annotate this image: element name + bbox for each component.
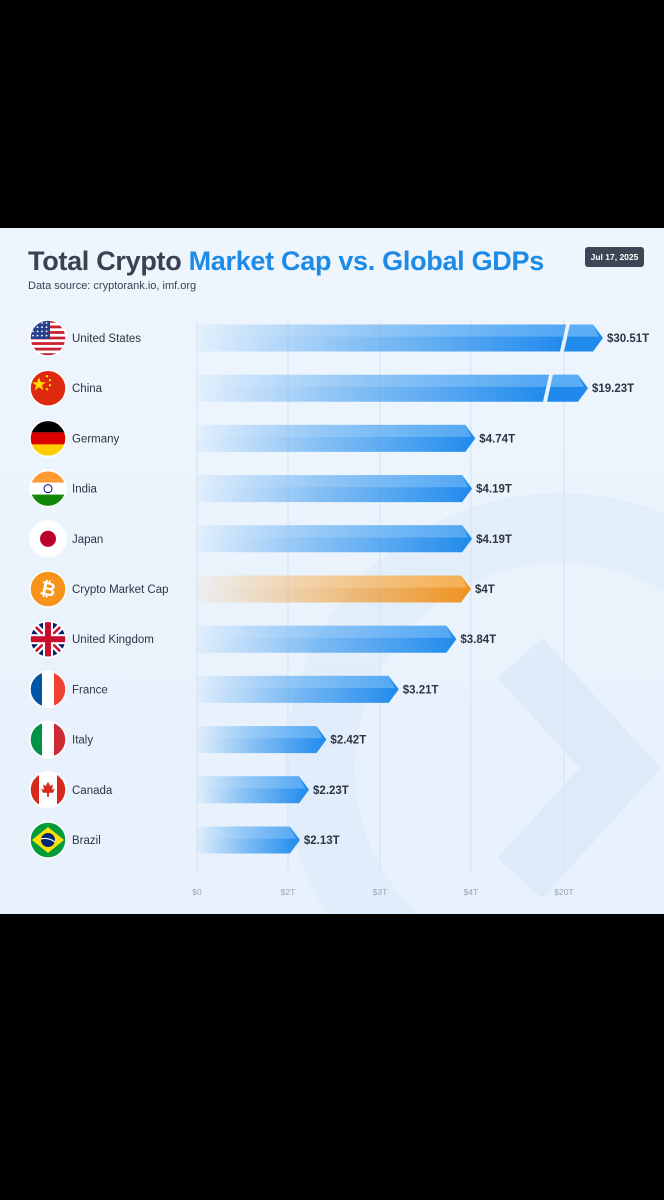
- bar-united-states: $30.51T United States: [72, 324, 649, 352]
- bar-france: $3.21T France: [72, 675, 439, 703]
- value-label: $4.74T: [479, 433, 515, 445]
- data-source: Data source: cryptorank.io, imf.org: [28, 280, 197, 292]
- value-label: $2.13T: [304, 835, 340, 847]
- category-label: Crypto Market Cap: [72, 584, 169, 596]
- value-label: $4.19T: [476, 534, 512, 546]
- japan-flag-icon: [29, 520, 67, 558]
- svg-text:₿: ₿: [38, 578, 58, 602]
- x-tick-label: $0: [192, 887, 202, 897]
- bar-highlight: [567, 324, 599, 337]
- x-tick-label: $20T: [554, 887, 573, 897]
- italy-flag-icon: [29, 720, 67, 759]
- bar-china: $19.23T China: [72, 374, 634, 402]
- bar-highlight: [197, 625, 453, 638]
- value-label: $4.19T: [476, 484, 512, 496]
- germany-flag-icon: [29, 419, 67, 458]
- flag-icons: ₿: [29, 319, 67, 859]
- category-label: China: [72, 383, 103, 395]
- category-label: United Kingdom: [72, 634, 154, 646]
- bar-highlight: [197, 826, 296, 839]
- bar-highlight: [197, 726, 323, 739]
- bar-india: $4.19T India: [72, 475, 512, 503]
- bar-italy: $2.42T Italy: [72, 726, 366, 754]
- bitcoin-icon: ₿: [29, 570, 67, 608]
- value-label: $3.84T: [460, 634, 496, 646]
- brazil-flag-icon: [29, 821, 67, 859]
- bar-highlight: [197, 776, 306, 789]
- infographic-card: Total Crypto Market Cap vs. Global GDPs …: [0, 228, 664, 914]
- bar-japan: $4.19T Japan: [72, 525, 512, 553]
- date-badge: Jul 17, 2025: [585, 247, 644, 267]
- china-flag-icon: [29, 369, 67, 407]
- france-flag-icon: [29, 670, 67, 709]
- category-label: Germany: [72, 433, 120, 445]
- value-label: $19.23T: [592, 383, 634, 395]
- bar-highlight: [197, 324, 566, 337]
- bar-crypto-market-cap: $4T Crypto Market Cap: [72, 575, 495, 603]
- value-label: $2.42T: [330, 735, 366, 747]
- title-part-1: Total Crypto: [28, 246, 189, 276]
- bar-united-kingdom: $3.84T United Kingdom: [72, 625, 496, 653]
- bar-brazil: $2.13T Brazil: [72, 826, 340, 854]
- value-label: $30.51T: [607, 333, 649, 345]
- bar-highlight: [197, 525, 469, 538]
- value-label: $3.21T: [403, 684, 439, 696]
- bar-highlight: [197, 374, 549, 387]
- bar-chart: $30.51T United States $19.23T China $4.74T Ge…: [29, 319, 649, 897]
- india-flag-icon: [29, 469, 67, 508]
- watermark-logo: [285, 493, 664, 914]
- us-flag-icon: [29, 319, 67, 357]
- bars: $30.51T United States $19.23T China $4.74T Ge…: [72, 324, 649, 854]
- bar-highlight: [197, 475, 469, 488]
- category-label: Japan: [72, 534, 103, 546]
- category-label: Brazil: [72, 835, 101, 847]
- x-tick-label: $4T: [464, 887, 479, 897]
- bar-canada: $2.23T Canada: [72, 776, 349, 804]
- x-axis-ticks: $0 $2T $3T $4T $20T: [192, 887, 573, 897]
- bar-highlight: [197, 424, 472, 438]
- category-label: Italy: [72, 735, 93, 747]
- category-label: United States: [72, 333, 141, 345]
- value-label: $2.23T: [313, 785, 349, 797]
- uk-flag-icon: [29, 620, 67, 658]
- bar-germany: $4.74T Germany: [72, 424, 515, 452]
- category-label: France: [72, 684, 108, 696]
- category-label: India: [72, 484, 98, 496]
- chart-title: Total Crypto Market Cap vs. Global GDPs: [28, 246, 544, 277]
- title-part-2: Market Cap vs. Global GDPs: [188, 246, 545, 276]
- bar-highlight: [550, 374, 584, 387]
- value-label: $4T: [475, 584, 495, 596]
- x-tick-label: $3T: [373, 887, 388, 897]
- bar-highlight: [197, 575, 467, 588]
- x-tick-label: $2T: [281, 887, 296, 897]
- bar-highlight: [197, 675, 395, 689]
- category-label: Canada: [72, 785, 113, 797]
- canada-flag-icon: [29, 771, 67, 809]
